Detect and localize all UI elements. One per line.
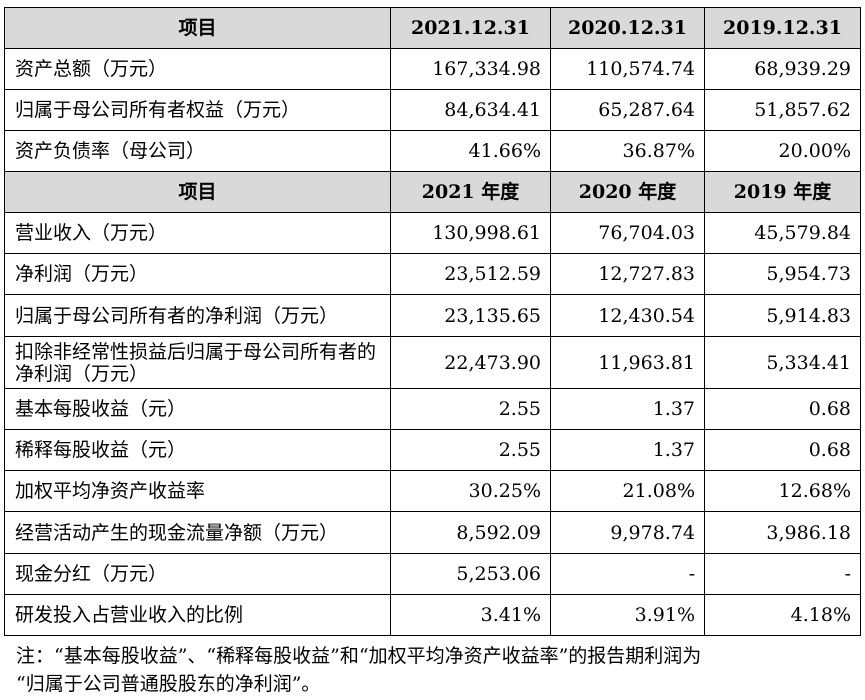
cell-2019: 51,857.62	[704, 89, 861, 131]
cell-2021: 41.66%	[390, 130, 551, 172]
row-label: 营业收入（万元）	[4, 212, 391, 254]
header-cell-item: 项目	[4, 171, 391, 213]
footnote-line-1: 注：“基本每股收益”、“稀释每股收益”和“加权平均净资产收益率”的报告期利润为	[16, 645, 702, 667]
table-header-row-balance: 项目 2021.12.31 2020.12.31 2019.12.31	[4, 7, 861, 49]
table-row: 资产负债率（母公司） 41.66% 36.87% 20.00%	[4, 130, 861, 172]
row-label: 扣除非经常性损益后归属于母公司所有者的净利润（万元）	[4, 336, 391, 389]
cell-2020: 12,430.54	[550, 294, 705, 337]
cell-2021: 23,135.65	[390, 294, 551, 337]
row-label: 稀释每股收益（元）	[4, 429, 391, 471]
cell-2019: 0.68	[704, 429, 861, 471]
table-row: 营业收入（万元） 130,998.61 76,704.03 45,579.84	[4, 212, 861, 254]
table-row: 稀释每股收益（元） 2.55 1.37 0.68	[4, 429, 861, 471]
header-cell-2021: 2021 年度	[390, 171, 551, 213]
financial-data-table: 项目 2021.12.31 2020.12.31 2019.12.31 资产总额…	[4, 7, 861, 636]
row-label: 加权平均净资产收益率	[4, 470, 391, 512]
cell-2021: 3.41%	[390, 594, 551, 636]
cell-2019: 5,954.73	[704, 253, 861, 295]
header-cell-2019: 2019 年度	[704, 171, 861, 213]
cell-2019: 4.18%	[704, 594, 861, 636]
cell-2020: 3.91%	[550, 594, 705, 636]
table-header-row-income: 项目 2021 年度 2020 年度 2019 年度	[4, 171, 861, 213]
cell-2019: 5,914.83	[704, 294, 861, 337]
cell-2019: 45,579.84	[704, 212, 861, 254]
cell-2020: 21.08%	[550, 470, 705, 512]
cell-2019: 3,986.18	[704, 511, 861, 554]
cell-2020: 76,704.03	[550, 212, 705, 254]
footnote-line-2: “归属于公司普通股股东的净利润”。	[16, 673, 321, 695]
cell-2021: 5,253.06	[390, 553, 551, 595]
cell-2019: 68,939.29	[704, 48, 861, 90]
table-row: 归属于母公司所有者的净利润（万元） 23,135.65 12,430.54 5,…	[4, 294, 861, 337]
header-cell-2019: 2019.12.31	[704, 7, 861, 49]
table-row: 扣除非经常性损益后归属于母公司所有者的净利润（万元） 22,473.90 11,…	[4, 336, 861, 389]
cell-2019: 5,334.41	[704, 336, 861, 389]
cell-2020: 9,978.74	[550, 511, 705, 554]
table-row: 净利润（万元） 23,512.59 12,727.83 5,954.73	[4, 253, 861, 295]
header-cell-item: 项目	[4, 7, 391, 49]
table-row: 基本每股收益（元） 2.55 1.37 0.68	[4, 388, 861, 430]
row-label: 研发投入占营业收入的比例	[4, 594, 391, 636]
cell-2019: 0.68	[704, 388, 861, 430]
cell-2020: 11,963.81	[550, 336, 705, 389]
cell-2021: 2.55	[390, 388, 551, 430]
cell-2021: 23,512.59	[390, 253, 551, 295]
cell-2020: 1.37	[550, 388, 705, 430]
cell-2021: 130,998.61	[390, 212, 551, 254]
cell-2021: 8,592.09	[390, 511, 551, 554]
cell-2021: 84,634.41	[390, 89, 551, 131]
cell-2020: 1.37	[550, 429, 705, 471]
cell-2020: 110,574.74	[550, 48, 705, 90]
cell-2019: 20.00%	[704, 130, 861, 172]
header-cell-2020: 2020.12.31	[550, 7, 705, 49]
table-row: 经营活动产生的现金流量净额（万元） 8,592.09 9,978.74 3,98…	[4, 511, 861, 554]
row-label: 归属于母公司所有者的净利润（万元）	[4, 294, 391, 337]
cell-2021: 167,334.98	[390, 48, 551, 90]
table-row: 归属于母公司所有者权益（万元） 84,634.41 65,287.64 51,8…	[4, 89, 861, 131]
row-label: 经营活动产生的现金流量净额（万元）	[4, 511, 391, 554]
row-label: 资产负债率（母公司）	[4, 130, 391, 172]
cell-2020: 36.87%	[550, 130, 705, 172]
cell-2019: -	[704, 553, 861, 595]
cell-2019: 12.68%	[704, 470, 861, 512]
cell-2020: 65,287.64	[550, 89, 705, 131]
table-row: 加权平均净资产收益率 30.25% 21.08% 12.68%	[4, 470, 861, 512]
row-label: 净利润（万元）	[4, 253, 391, 295]
cell-2021: 2.55	[390, 429, 551, 471]
cell-2021: 30.25%	[390, 470, 551, 512]
row-label: 现金分红（万元）	[4, 553, 391, 595]
row-label: 资产总额（万元）	[4, 48, 391, 90]
table-row: 研发投入占营业收入的比例 3.41% 3.91% 4.18%	[4, 594, 861, 636]
header-cell-2021: 2021.12.31	[390, 7, 551, 49]
cell-2020: -	[550, 553, 705, 595]
table-row: 资产总额（万元） 167,334.98 110,574.74 68,939.29	[4, 48, 861, 90]
header-cell-2020: 2020 年度	[550, 171, 705, 213]
cell-2021: 22,473.90	[390, 336, 551, 389]
row-label: 归属于母公司所有者权益（万元）	[4, 89, 391, 131]
row-label: 基本每股收益（元）	[4, 388, 391, 430]
table-row: 现金分红（万元） 5,253.06 - -	[4, 553, 861, 595]
cell-2020: 12,727.83	[550, 253, 705, 295]
footnote: 注：“基本每股收益”、“稀释每股收益”和“加权平均净资产收益率”的报告期利润为 …	[16, 642, 856, 698]
